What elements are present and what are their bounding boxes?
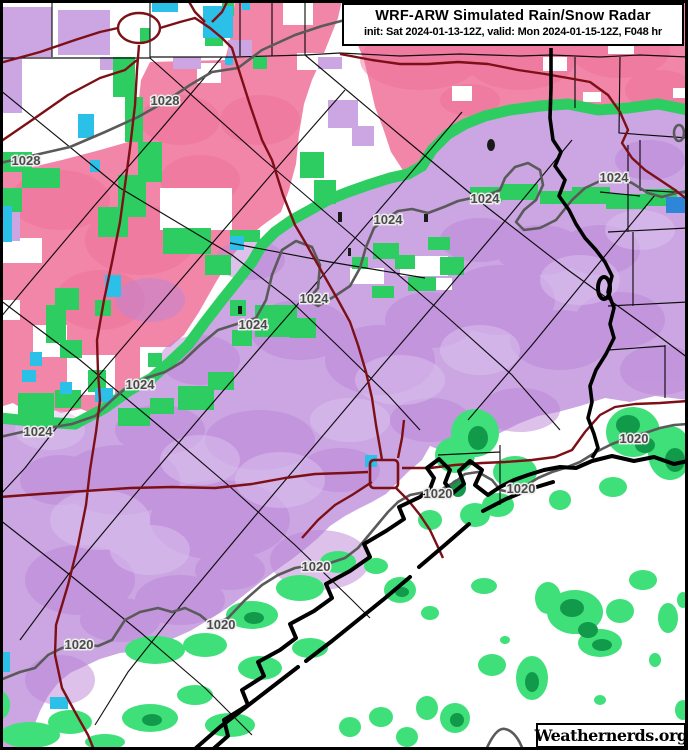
isobar-label: 1024 xyxy=(239,317,269,332)
map-title: WRF-ARW Simulated Rain/Snow Radar xyxy=(375,8,651,24)
isobar-1028 xyxy=(0,18,346,165)
freezing-rain-blue-patch xyxy=(666,197,688,213)
city-loop-northwest xyxy=(116,11,162,45)
title-box: WRF-ARW Simulated Rain/Snow Radar init: … xyxy=(342,3,684,46)
isobar-label: 1024 xyxy=(126,377,156,392)
mainland-coast xyxy=(210,487,432,750)
coastline xyxy=(194,454,688,750)
map-init-valid-time: init: Sat 2024-01-13-12Z, valid: Mon 202… xyxy=(364,26,662,38)
small-lakes xyxy=(238,139,495,314)
isobar-label: 1028 xyxy=(151,93,180,108)
isobar-label: 1024 xyxy=(600,170,630,185)
isobar-label: 1020 xyxy=(507,481,536,496)
watermark-text: Weathernerds.org xyxy=(534,726,688,745)
galveston-bay xyxy=(425,454,688,497)
isobar-1020-bump xyxy=(484,727,525,750)
isobar-label: 1020 xyxy=(207,617,236,632)
isobar-closed-contour xyxy=(672,123,686,143)
heavy-rain-cores xyxy=(142,415,685,727)
isobar-label: 1020 xyxy=(424,486,453,501)
watermark-box: Weathernerds.org xyxy=(534,723,688,748)
isobar-label: 1020 xyxy=(302,559,331,574)
isobar-label: 1024 xyxy=(471,191,501,206)
state-border-sabine-river xyxy=(548,48,616,459)
isobar-label: 1024 xyxy=(374,212,404,227)
isobar-label: 1024 xyxy=(24,424,54,439)
sabine-lake xyxy=(596,275,612,301)
isobar-1024 xyxy=(0,161,688,439)
isobar-labels: 1028 1028 1024 1024 1024 1024 1024 1024 … xyxy=(10,92,650,654)
isobar-label: 1020 xyxy=(620,431,649,446)
isobar-label: 1024 xyxy=(300,291,330,306)
isobar-label: 1020 xyxy=(65,637,94,652)
isobar-label: 1028 xyxy=(12,153,41,168)
barrier-islands xyxy=(194,480,555,750)
houston-beltway xyxy=(368,458,400,490)
gulf-rain-blobs xyxy=(339,558,688,747)
